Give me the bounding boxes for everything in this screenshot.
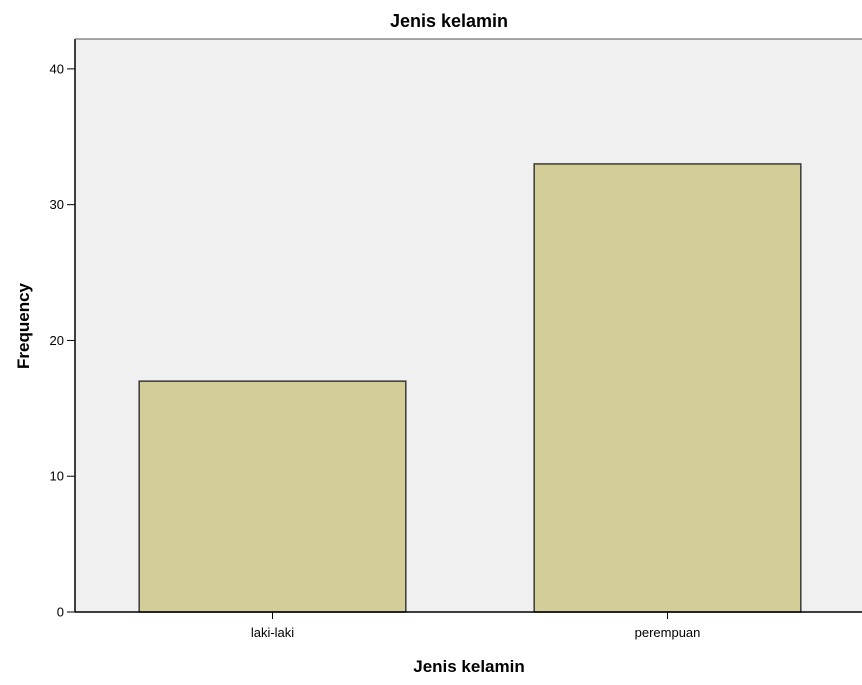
x-tick-label: perempuan (635, 625, 701, 640)
y-tick-label: 20 (50, 333, 64, 348)
bar-laki-laki (138, 380, 407, 613)
y-tick-label: 40 (50, 61, 64, 76)
y-tick-label: 0 (57, 605, 64, 620)
y-tick-label: 30 (50, 197, 64, 212)
x-ticks: laki-laki perempuan (251, 612, 701, 640)
y-ticks: 0 10 20 30 40 (50, 61, 75, 620)
y-axis-label: Frequency (14, 282, 33, 369)
x-tick-label: laki-laki (251, 625, 294, 640)
x-axis-label: Jenis kelamin (413, 657, 525, 676)
bar-perempuan (533, 163, 802, 613)
bars-layer (138, 163, 802, 613)
chart-title: Jenis kelamin (390, 11, 508, 31)
y-tick-label: 10 (50, 469, 64, 484)
